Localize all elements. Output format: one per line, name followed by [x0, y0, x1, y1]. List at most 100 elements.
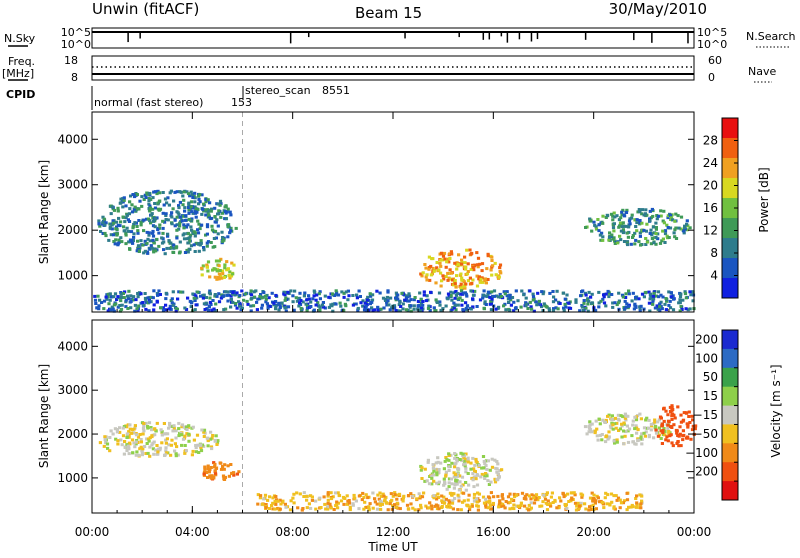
echo-cell	[460, 298, 464, 302]
echo-cell	[431, 257, 435, 261]
echo-cell	[612, 505, 616, 509]
echo-cell	[225, 260, 229, 264]
echo-cell	[679, 292, 683, 296]
echo-cell	[126, 294, 130, 298]
echo-cell	[164, 214, 168, 217]
echo-cell	[361, 304, 365, 308]
echo-cell	[219, 257, 223, 261]
echo-cell	[475, 473, 479, 476]
echo-cell	[376, 305, 380, 309]
echo-cell	[122, 225, 126, 229]
echo-cell	[137, 249, 141, 253]
echo-cell	[177, 434, 181, 438]
echo-cell	[264, 300, 268, 304]
echo-cell	[509, 303, 513, 307]
echo-cell	[442, 483, 446, 487]
echo-cell	[588, 420, 592, 424]
nsearch-tick-bottom: 10^0	[697, 38, 727, 51]
echo-cell	[653, 420, 657, 424]
echo-cell	[638, 221, 642, 225]
echo-cell	[630, 503, 634, 507]
echo-cell	[199, 449, 204, 453]
echo-cell	[664, 308, 668, 312]
echo-cell	[226, 464, 230, 468]
echo-cell	[669, 218, 673, 221]
echo-cell	[366, 295, 370, 299]
echo-cell	[640, 442, 644, 446]
power-ylabel: Slant Range [km]	[37, 160, 51, 264]
echo-cell	[156, 228, 160, 231]
echo-cell	[439, 251, 444, 255]
echo-cell	[447, 260, 451, 264]
echo-cell	[148, 206, 152, 210]
echo-cell	[438, 261, 442, 265]
echo-region	[98, 421, 220, 458]
echo-cell	[161, 231, 165, 235]
echo-cell	[224, 307, 228, 311]
echo-cell	[368, 292, 372, 296]
echo-cell	[551, 300, 556, 304]
echo-cell	[170, 215, 174, 219]
echo-cell	[103, 435, 107, 439]
echo-cell	[390, 507, 394, 511]
echo-cell	[465, 272, 469, 276]
echo-cell	[124, 231, 128, 235]
echo-cell	[351, 294, 355, 297]
echo-cell	[240, 289, 244, 293]
echo-cell	[355, 293, 359, 297]
echo-cell	[156, 189, 160, 193]
echo-cell	[217, 292, 221, 296]
echo-cell	[191, 449, 195, 453]
echo-cell	[618, 498, 622, 502]
colorbar-frame	[721, 329, 739, 501]
ytick-label: 3000	[57, 383, 88, 397]
echo-cell	[508, 293, 512, 297]
echo-cell	[579, 294, 583, 298]
echo-cell	[563, 302, 567, 306]
echo-cell	[544, 304, 548, 308]
echo-cell	[450, 298, 454, 302]
echo-cell	[620, 293, 625, 297]
echo-cell	[357, 494, 361, 498]
echo-cell	[441, 258, 445, 262]
echo-cell	[151, 224, 156, 228]
echo-cell	[401, 499, 405, 503]
echo-cell	[437, 291, 442, 295]
echo-cell	[642, 431, 646, 435]
echo-region	[419, 451, 504, 492]
echo-cell	[233, 293, 237, 297]
echo-cell	[454, 285, 458, 289]
echo-cell	[221, 272, 225, 276]
echo-cell	[497, 476, 501, 480]
echo-cell	[326, 492, 330, 496]
echo-cell	[113, 242, 117, 246]
echo-cell	[420, 308, 424, 312]
echo-cell	[615, 214, 619, 218]
echo-cell	[378, 501, 382, 505]
echo-cell	[498, 266, 502, 270]
echo-cell	[272, 301, 276, 305]
echo-cell	[108, 449, 112, 453]
echo-cell	[531, 298, 535, 302]
colorbar-swatch	[722, 367, 738, 388]
echo-cell	[453, 465, 457, 469]
echo-cell	[447, 452, 451, 456]
echo-cell	[133, 205, 137, 209]
echo-cell	[328, 502, 332, 506]
echo-cell	[409, 492, 413, 496]
echo-cell	[461, 291, 465, 295]
echo-cell	[650, 207, 654, 211]
echo-cell	[548, 502, 552, 506]
echo-cell	[537, 299, 541, 303]
echo-cell	[133, 424, 137, 428]
echo-cell	[666, 426, 670, 430]
echo-cell	[235, 306, 239, 310]
echo-cell	[659, 293, 663, 297]
echo-cell	[112, 240, 116, 243]
echo-cell	[189, 233, 193, 237]
echo-cell	[156, 207, 160, 211]
echo-cell	[156, 201, 160, 205]
echo-cell	[596, 218, 600, 221]
echo-cell	[174, 452, 178, 456]
